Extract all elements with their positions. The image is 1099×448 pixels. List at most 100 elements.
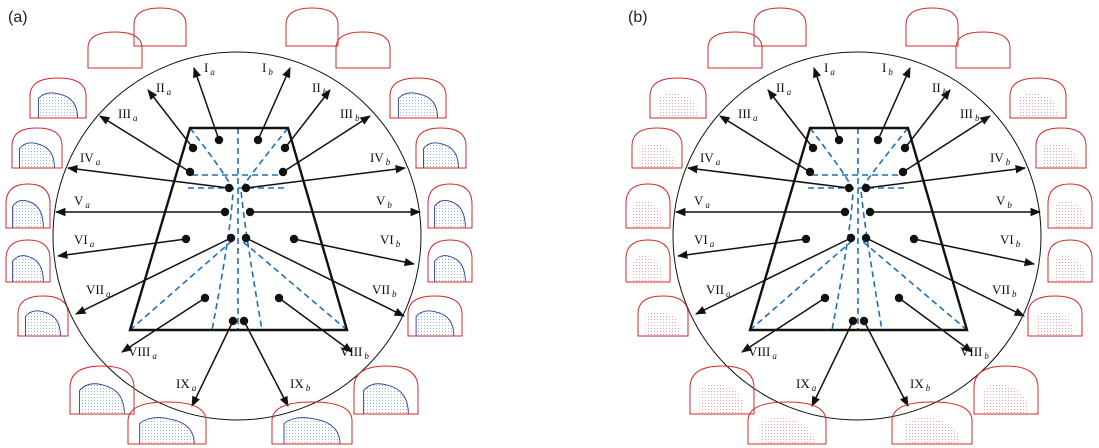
zone-label: VII b — [372, 282, 397, 299]
zone-label: II b — [312, 80, 328, 97]
section-thumbnail — [637, 295, 689, 337]
zone-dot — [224, 183, 234, 193]
section-outline — [127, 401, 207, 445]
zone-dot — [185, 167, 195, 177]
zone-dot — [241, 233, 251, 243]
trapezoid-outline — [748, 126, 969, 332]
section-thumbnail — [427, 183, 473, 229]
section-outline — [271, 401, 353, 445]
zone-label: III a — [738, 106, 758, 123]
zone-dot — [820, 293, 830, 303]
zone-arrow — [193, 67, 220, 141]
zone-dot — [220, 207, 230, 217]
section-outline — [5, 183, 51, 229]
zone-dot — [894, 293, 904, 303]
section-outline — [649, 77, 707, 119]
zone-arrow — [813, 67, 840, 141]
section-outline — [427, 239, 473, 283]
section-stipple — [25, 310, 61, 337]
zone-dot — [226, 233, 236, 243]
zone-dot — [861, 233, 871, 243]
section-thumbnail — [689, 365, 755, 415]
section-thumbnail — [631, 127, 683, 169]
section-thumbnail — [29, 77, 87, 119]
dashed-line — [240, 127, 289, 331]
section-thumbnail — [427, 239, 473, 283]
zone-label: IX a — [796, 376, 817, 393]
section-thumbnail — [5, 183, 51, 229]
zone-dot — [909, 234, 919, 244]
zone-dot — [834, 135, 844, 145]
zone-arrow — [257, 67, 291, 141]
zone-arrow — [284, 89, 331, 149]
zone-dot — [278, 167, 288, 177]
section-thumbnail — [389, 77, 447, 119]
zone-dot — [805, 167, 815, 177]
section-thumbnail — [625, 183, 671, 229]
zone-dot — [865, 207, 875, 217]
section-stipple — [79, 383, 125, 415]
section-thumbnail — [747, 401, 827, 445]
section-thumbnail — [5, 239, 51, 283]
zone-label: VIII b — [960, 344, 989, 361]
section-outline — [689, 365, 755, 415]
section-thumbnail — [891, 401, 973, 445]
section-thumbnail — [335, 31, 391, 69]
section-thumbnail — [415, 127, 467, 169]
zone-arrow — [863, 320, 909, 407]
section-outline — [389, 77, 447, 119]
section-outline — [891, 401, 973, 445]
section-stipple — [12, 255, 44, 283]
section-outline — [11, 127, 63, 169]
section-stipple — [37, 92, 79, 119]
section-thumbnail — [1035, 127, 1087, 169]
section-thumbnail — [973, 365, 1039, 415]
section-stipple — [699, 383, 745, 414]
zone-dot — [861, 183, 871, 193]
zone-arrow — [865, 165, 1027, 189]
section-stipple — [645, 310, 681, 336]
zone-arrow — [898, 297, 973, 353]
section-thumbnail — [1047, 239, 1093, 283]
section-thumbnail — [955, 31, 1011, 69]
zone-dot — [228, 316, 238, 326]
zone-dot — [808, 143, 818, 153]
zone-arrow — [147, 89, 194, 149]
section-thumbnail — [753, 7, 807, 47]
section-thumbnail — [1047, 183, 1093, 229]
section-outline — [637, 295, 689, 337]
section-stipple — [1043, 142, 1079, 168]
outer-circle — [672, 51, 1042, 421]
section-thumbnail — [905, 7, 959, 47]
section-outline — [285, 7, 339, 47]
zone-label: IV b — [990, 150, 1011, 167]
zone-label: VIII a — [748, 344, 777, 361]
zone-arrow — [904, 89, 951, 149]
section-outline — [5, 239, 51, 283]
section-stipple — [1018, 92, 1058, 118]
zone-dot — [214, 135, 224, 145]
section-stipple — [434, 255, 466, 283]
zone-dot — [844, 183, 854, 193]
zone-arrow — [811, 320, 854, 407]
section-stipple — [415, 310, 455, 337]
section-outline — [747, 401, 827, 445]
zone-arrow — [695, 237, 852, 315]
section-stipple — [363, 383, 409, 415]
section-thumbnail — [649, 77, 707, 119]
zone-label: VII a — [86, 282, 111, 299]
zone-arrow — [676, 238, 807, 259]
section-stipple — [658, 92, 698, 118]
zone-arrow — [865, 237, 1025, 317]
zone-dot — [239, 316, 249, 326]
section-outline — [955, 31, 1011, 69]
zone-label: II a — [156, 80, 172, 97]
dashed-line — [749, 239, 854, 331]
zone-label: VII b — [992, 282, 1017, 299]
